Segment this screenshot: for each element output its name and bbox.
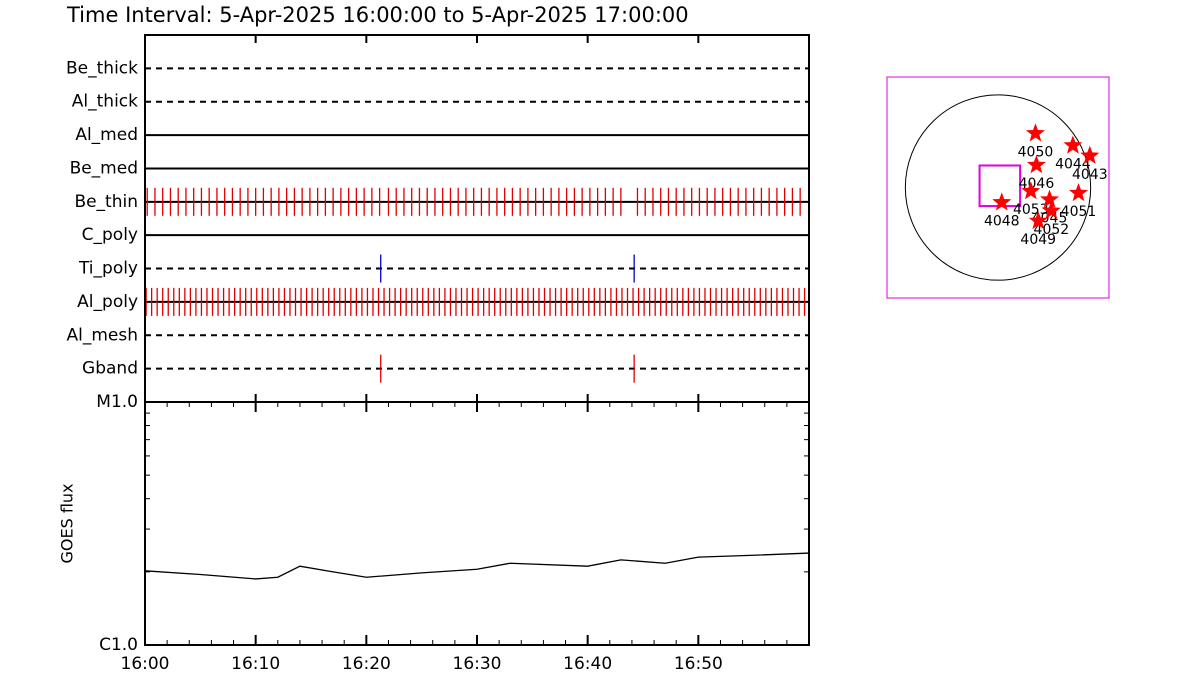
filter-label: Gband (82, 359, 138, 379)
region-label: 4044 (1055, 157, 1091, 173)
region-marker (1028, 211, 1048, 230)
y-axis-label: GOES flux (58, 483, 77, 563)
region-marker (1021, 181, 1041, 200)
region-marker (1026, 155, 1046, 174)
filter-label: Al_thick (72, 92, 138, 112)
filter-label: Be_med (70, 158, 138, 178)
region-marker (1040, 189, 1060, 208)
x-tick-label: 16:30 (453, 654, 502, 674)
region-marker (992, 192, 1012, 211)
filter-label: Al_med (75, 125, 138, 145)
region-label: 4051 (1061, 204, 1097, 220)
region-label: 4043 (1072, 167, 1108, 183)
filter-label: Be_thin (74, 192, 138, 212)
filter-label: C_poly (82, 225, 138, 245)
region-marker (1041, 200, 1061, 219)
panel-frame (144, 401, 810, 646)
region-marker (1080, 145, 1100, 164)
region-marker (1069, 183, 1088, 202)
x-tick-label: 16:40 (563, 654, 612, 674)
x-tick-label: 16:00 (121, 654, 170, 674)
flux-line (144, 552, 810, 580)
region-label: 4048 (984, 213, 1020, 229)
x-tick-label: 16:10 (231, 654, 280, 674)
y-tick-label: M1.0 (96, 392, 138, 412)
region-label: 4050 (1018, 144, 1054, 160)
region-marker (1025, 123, 1045, 142)
filter-label: Be_thick (66, 58, 138, 78)
region-label: 4049 (1020, 232, 1056, 248)
x-tick-label: 16:20 (342, 654, 391, 674)
filter-label: Al_poly (77, 292, 138, 312)
region-label: 4053 (1013, 202, 1049, 218)
region-marker (1063, 135, 1083, 154)
solar-limb (904, 94, 1092, 281)
y-tick-label: C1.0 (99, 635, 138, 655)
map-frame (886, 76, 1110, 299)
x-tick-label: 16:50 (674, 654, 723, 674)
chart-title: Time Interval: 5-Apr-2025 16:00:00 to 5-… (66, 3, 689, 27)
filter-label: Ti_poly (78, 259, 138, 279)
filter-label: Al_mesh (66, 325, 138, 345)
